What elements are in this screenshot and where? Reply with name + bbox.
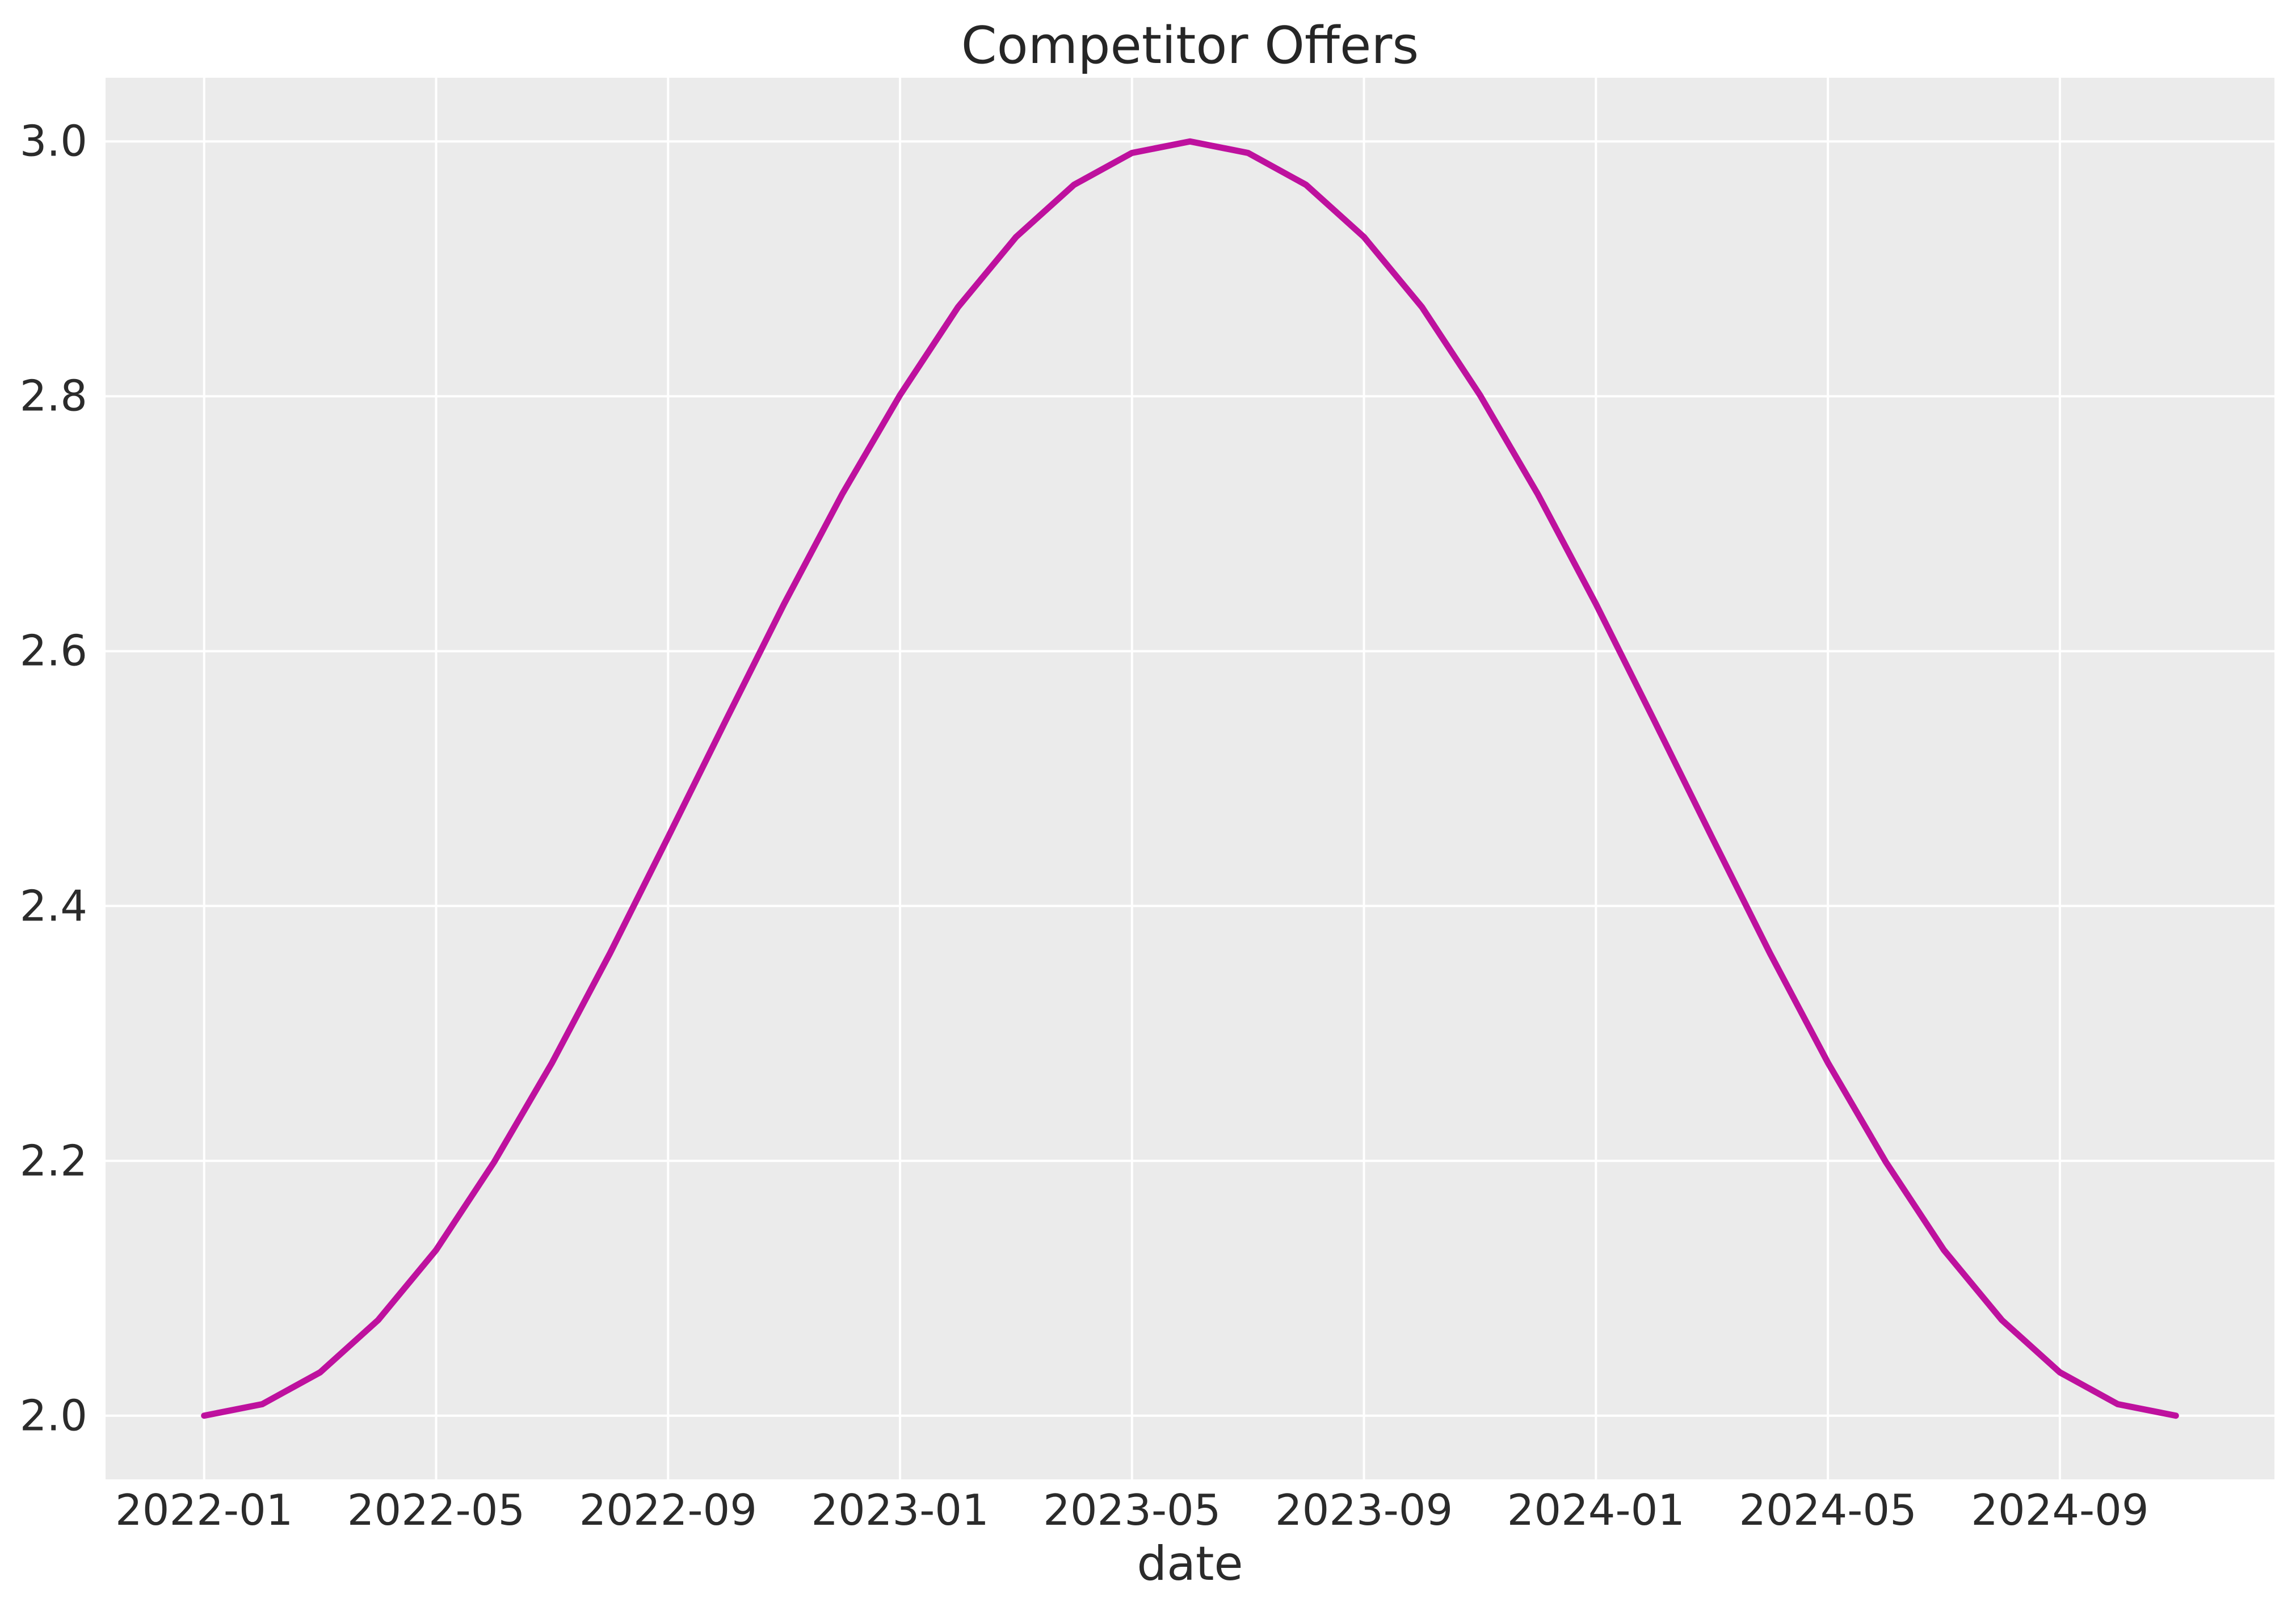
x-tick-label: 2022-09: [579, 1485, 757, 1535]
chart-title: Competitor Offers: [961, 16, 1419, 75]
y-tick-label: 2.8: [19, 371, 87, 421]
x-axis-label: date: [1137, 1536, 1243, 1591]
x-tick-label: 2022-01: [115, 1485, 293, 1535]
plot-canvas: [106, 78, 2274, 1479]
y-tick-label: 2.2: [19, 1135, 87, 1186]
x-tick-label: 2023-09: [1275, 1485, 1453, 1535]
x-tick-label: 2024-05: [1739, 1485, 1917, 1535]
x-tick-label: 2023-05: [1043, 1485, 1221, 1535]
x-tick-label: 2024-09: [1971, 1485, 2149, 1535]
gridlines: [106, 78, 2274, 1479]
x-tick-label: 2024-01: [1507, 1485, 1685, 1535]
y-tick-label: 3.0: [19, 116, 87, 166]
y-tick-label: 2.4: [19, 881, 87, 931]
y-tick-label: 2.0: [19, 1390, 87, 1441]
x-tick-label: 2022-05: [347, 1485, 525, 1535]
y-tick-label: 2.6: [19, 625, 87, 676]
x-tick-label: 2023-01: [811, 1485, 989, 1535]
plot-area: [106, 78, 2274, 1479]
series-line-competitor-offers: [201, 138, 2179, 1419]
series-lines: [201, 138, 2179, 1419]
